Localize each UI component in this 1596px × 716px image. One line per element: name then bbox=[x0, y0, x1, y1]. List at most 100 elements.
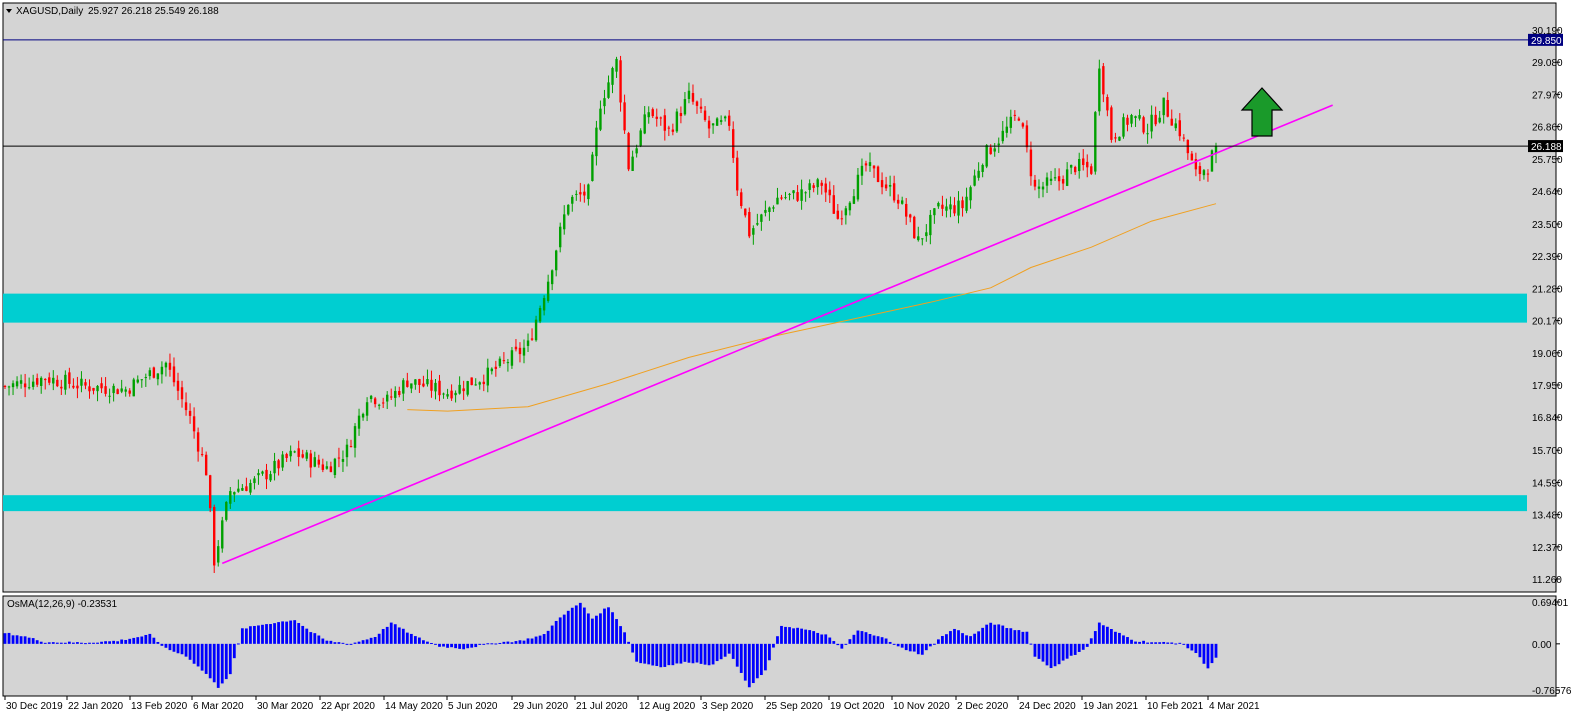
osma-bar bbox=[7, 632, 11, 644]
time-tick-label: 24 Dec 2020 bbox=[1019, 701, 1076, 712]
osma-bar bbox=[1166, 642, 1170, 644]
candle-body bbox=[1106, 96, 1109, 111]
osma-bar bbox=[104, 641, 107, 644]
candle-body bbox=[434, 382, 437, 392]
candle-body bbox=[112, 385, 115, 394]
osma-bar bbox=[699, 643, 703, 664]
osma-bar bbox=[232, 643, 236, 659]
indicator-pane[interactable] bbox=[2, 595, 1557, 697]
time-tick-label: 21 Jul 2020 bbox=[576, 701, 628, 712]
osma-bar bbox=[265, 624, 268, 644]
candle-body bbox=[410, 383, 413, 389]
candle-body bbox=[510, 350, 514, 366]
trendline-layer bbox=[221, 104, 1333, 565]
osma-bar bbox=[426, 641, 429, 644]
candle-body bbox=[550, 270, 554, 285]
candle-body bbox=[1033, 179, 1037, 187]
osma-bar bbox=[739, 643, 743, 673]
candle-body bbox=[1057, 176, 1061, 182]
osma-bar bbox=[852, 634, 856, 644]
osma-bar bbox=[776, 636, 779, 644]
osma-bar bbox=[522, 640, 526, 644]
candle-body bbox=[961, 200, 964, 209]
time-tick-label: 10 Nov 2020 bbox=[893, 701, 950, 712]
candle-body bbox=[559, 226, 562, 248]
osma-bar bbox=[470, 643, 474, 648]
osma-bar bbox=[627, 641, 631, 644]
candle-body bbox=[27, 387, 31, 389]
candle-body bbox=[100, 383, 103, 389]
osma-bar bbox=[321, 638, 325, 644]
candle-body bbox=[888, 185, 892, 187]
osma-bar bbox=[755, 643, 759, 679]
osma-bar bbox=[494, 643, 498, 645]
candle-body bbox=[192, 416, 196, 432]
osma-bar bbox=[884, 638, 888, 644]
dropdown-triangle-icon[interactable] bbox=[6, 9, 12, 13]
candle-body bbox=[1001, 130, 1004, 142]
osma-bar bbox=[1093, 631, 1097, 644]
osma-bar bbox=[981, 627, 985, 644]
candle-body bbox=[462, 388, 465, 392]
candle-body bbox=[381, 402, 385, 404]
candle-body bbox=[522, 347, 526, 356]
trendline bbox=[221, 104, 1333, 565]
osma-bar bbox=[965, 635, 968, 644]
osma-bar bbox=[204, 643, 208, 674]
candle-body bbox=[188, 410, 192, 416]
osma-bar bbox=[989, 622, 993, 644]
candle-body bbox=[486, 367, 489, 386]
price-tick-label: 12.370 bbox=[1532, 543, 1563, 554]
candle-body bbox=[1174, 123, 1177, 129]
candle-body bbox=[526, 340, 530, 346]
candle-body bbox=[333, 458, 337, 476]
osma-bar bbox=[1005, 628, 1009, 644]
osma-bar bbox=[1001, 625, 1005, 644]
candle-body bbox=[1013, 114, 1017, 116]
candle-body bbox=[490, 368, 494, 372]
candle-body bbox=[1198, 166, 1202, 175]
candle-body bbox=[957, 200, 960, 216]
candle-body bbox=[921, 238, 924, 240]
candle-body bbox=[567, 204, 570, 215]
candle-body bbox=[56, 379, 59, 387]
price-tick-label: 13.480 bbox=[1532, 511, 1563, 522]
osma-bar bbox=[916, 643, 920, 655]
candle-body bbox=[1029, 149, 1033, 177]
osma-bar bbox=[1045, 643, 1049, 666]
candle-body bbox=[659, 117, 662, 119]
price-tick-label: 11.260 bbox=[1532, 575, 1562, 586]
candle-body bbox=[587, 184, 590, 200]
candle-body bbox=[969, 187, 972, 201]
candle-body bbox=[723, 116, 727, 119]
osma-bar bbox=[1202, 643, 1206, 664]
candle-body bbox=[631, 156, 634, 171]
candle-body bbox=[52, 377, 55, 384]
candle-body bbox=[7, 386, 11, 388]
candle-body bbox=[402, 380, 405, 394]
candle-body bbox=[502, 360, 506, 362]
candle-body bbox=[909, 214, 912, 218]
candle-body bbox=[945, 206, 948, 211]
candle-body bbox=[824, 183, 827, 193]
candle-body bbox=[200, 454, 204, 456]
candle-body bbox=[989, 147, 992, 155]
osma-bar bbox=[84, 643, 87, 645]
candle-body bbox=[1150, 114, 1153, 132]
osma-bar bbox=[208, 643, 212, 679]
candle-body bbox=[1045, 177, 1049, 186]
candle-body bbox=[760, 214, 763, 222]
osma-bar bbox=[71, 642, 75, 644]
osma-bar bbox=[124, 639, 128, 644]
osma-bar bbox=[780, 625, 783, 644]
osma-bar bbox=[88, 642, 91, 644]
candle-body bbox=[816, 179, 819, 188]
candle-body bbox=[965, 196, 968, 211]
osma-bar bbox=[1065, 643, 1069, 659]
osma-bar bbox=[804, 629, 808, 644]
candle-body bbox=[977, 170, 980, 178]
osma-bar bbox=[735, 643, 739, 667]
candle-body bbox=[273, 460, 276, 474]
candle-body bbox=[655, 116, 658, 119]
